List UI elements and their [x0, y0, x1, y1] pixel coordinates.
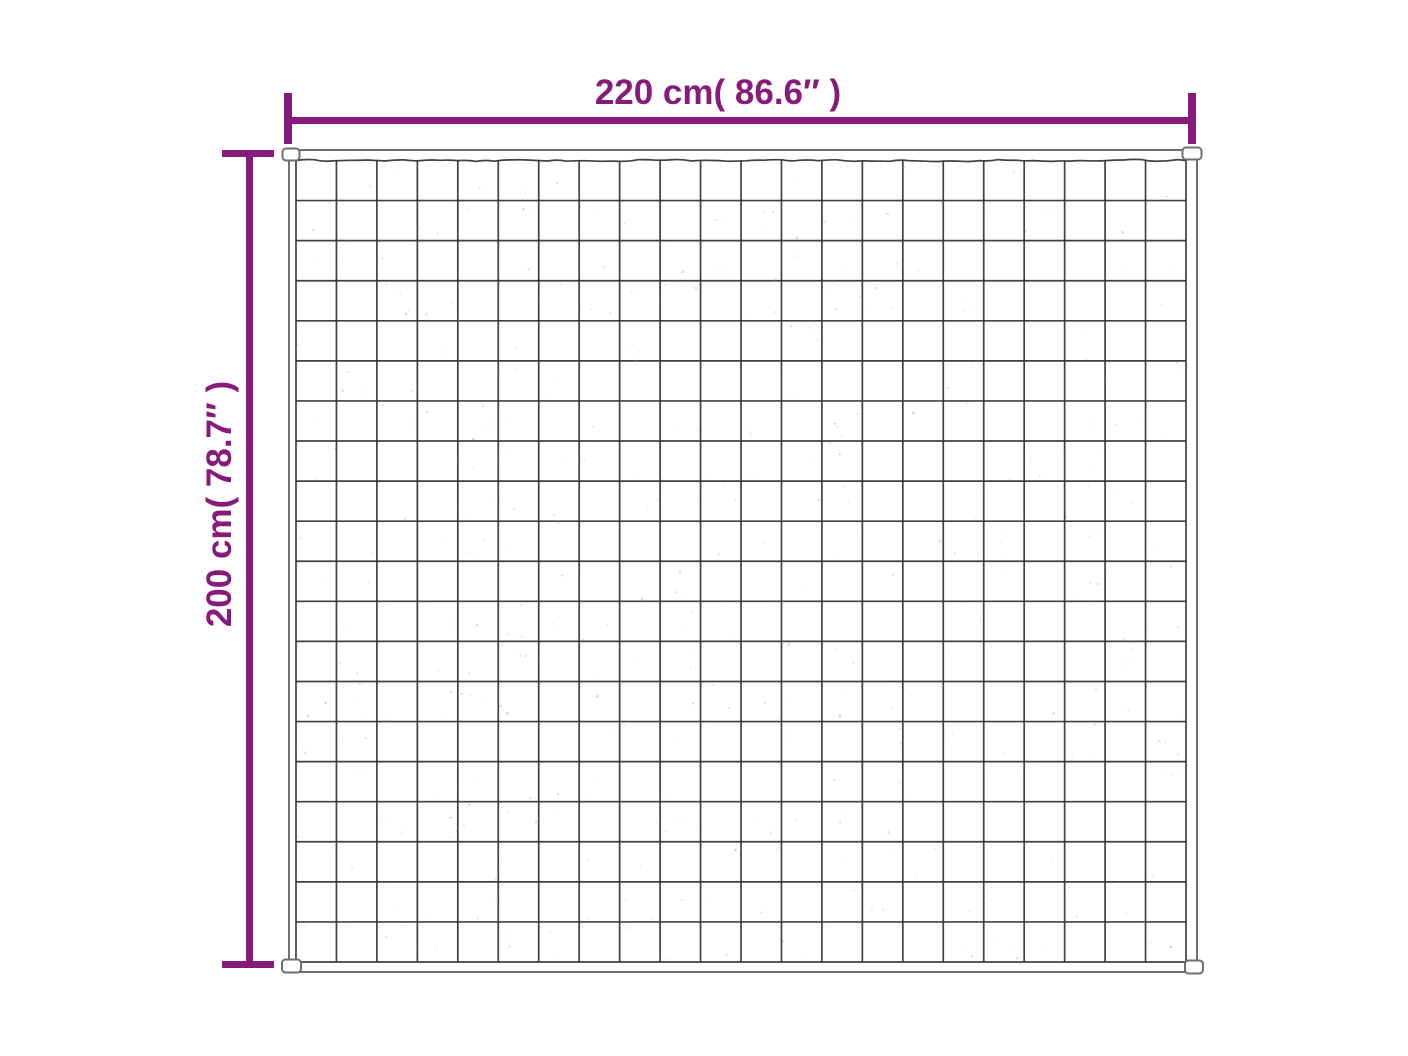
width-dimension-line [288, 117, 1192, 124]
height-dimension-line [246, 153, 253, 965]
height-dimension-label: 200 cm( 78.7″ ) [200, 380, 239, 628]
corner-tabs [281, 146, 1204, 975]
height-dimension-top-tick [222, 150, 274, 157]
width-dimension-label: 220 cm( 86.6″ ) [594, 73, 842, 112]
width-dimension-left-tick [284, 93, 292, 144]
quilt-grid-lines [295, 151, 1187, 971]
width-dimension-right-tick [1188, 93, 1196, 144]
height-dimension-bottom-tick [222, 961, 274, 968]
fabric-speckle-texture [296, 160, 1185, 963]
